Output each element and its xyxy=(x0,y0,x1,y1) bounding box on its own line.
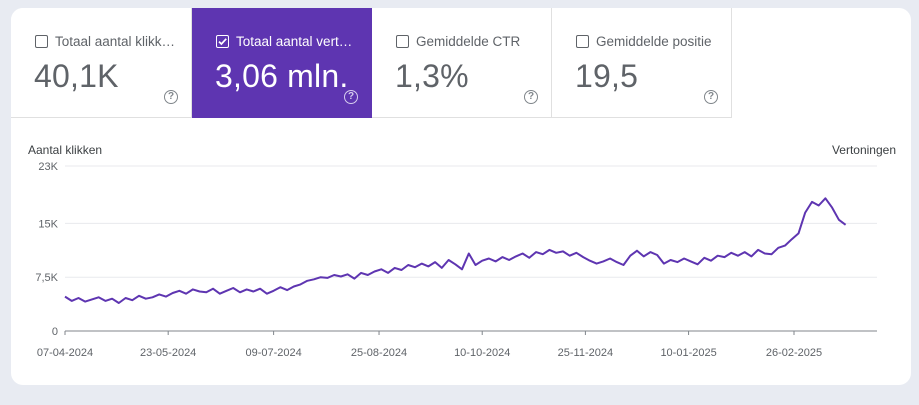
metric-total-impressions[interactable]: Totaal aantal vert… 3,06 mln. ? xyxy=(192,8,372,118)
x-tick-label: 07-04-2024 xyxy=(37,347,93,359)
metric-label: Totaal aantal klikk… xyxy=(55,34,176,49)
metric-header: Gemiddelde positie xyxy=(576,34,712,49)
x-tick-label: 09-07-2024 xyxy=(245,347,301,359)
metric-value: 3,06 mln. xyxy=(215,58,349,94)
x-tick-label: 10-10-2024 xyxy=(454,347,510,359)
help-icon[interactable]: ? xyxy=(344,90,358,104)
metric-value: 1,3% xyxy=(395,58,469,94)
metric-label: Totaal aantal vert… xyxy=(236,34,353,49)
metric-total-clicks[interactable]: Totaal aantal klikk… 40,1K ? xyxy=(11,8,192,118)
x-tick-label: 25-08-2024 xyxy=(351,347,407,359)
metric-average-ctr[interactable]: Gemiddelde CTR 1,3% ? xyxy=(372,8,552,118)
x-tick-label: 26-02-2025 xyxy=(766,347,822,359)
y-tick-label: 23K xyxy=(38,161,58,173)
performance-card: Totaal aantal klikk… 40,1K ? Totaal aant… xyxy=(11,8,911,385)
x-tick-label: 23-05-2024 xyxy=(140,347,196,359)
metric-label: Gemiddelde positie xyxy=(596,34,712,49)
help-icon[interactable]: ? xyxy=(704,90,718,104)
metric-header: Gemiddelde CTR xyxy=(396,34,520,49)
checkbox-unchecked-icon[interactable] xyxy=(35,35,48,48)
metric-average-position[interactable]: Gemiddelde positie 19,5 ? xyxy=(552,8,732,118)
y-axis-title-right: Vertoningen xyxy=(831,143,896,157)
checkbox-checked-icon[interactable] xyxy=(216,35,229,48)
metric-value: 19,5 xyxy=(575,58,639,94)
metric-label: Gemiddelde CTR xyxy=(416,34,521,49)
x-tick-label: 10-01-2025 xyxy=(660,347,716,359)
metric-header: Totaal aantal klikk… xyxy=(35,34,175,49)
help-icon[interactable]: ? xyxy=(524,90,538,104)
y-tick-label: 0 xyxy=(52,326,58,338)
y-tick-label: 15K xyxy=(38,218,58,230)
metric-header: Totaal aantal vert… xyxy=(216,34,352,49)
series-line-impressions xyxy=(64,197,847,304)
help-icon[interactable]: ? xyxy=(164,90,178,104)
performance-line-chart: 0 7,5K 15K 23K 07-04-2024 23-05-2024 09-07-202… xyxy=(35,161,877,359)
checkbox-unchecked-icon[interactable] xyxy=(576,35,589,48)
y-tick-label: 7,5K xyxy=(35,272,58,284)
x-tick-label: 25-11-2024 xyxy=(558,347,613,359)
metric-value: 40,1K xyxy=(34,58,119,94)
y-axis-title-left: Aantal klikken xyxy=(28,143,103,157)
checkbox-unchecked-icon[interactable] xyxy=(396,35,409,48)
